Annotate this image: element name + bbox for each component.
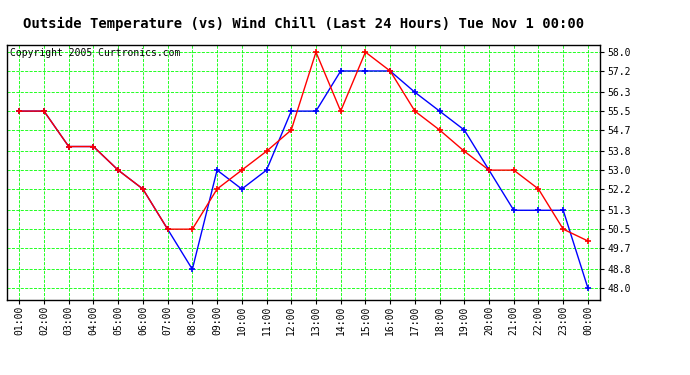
Text: Outside Temperature (vs) Wind Chill (Last 24 Hours) Tue Nov 1 00:00: Outside Temperature (vs) Wind Chill (Las… [23, 17, 584, 31]
Text: Copyright 2005 Curtronics.com: Copyright 2005 Curtronics.com [10, 48, 180, 57]
